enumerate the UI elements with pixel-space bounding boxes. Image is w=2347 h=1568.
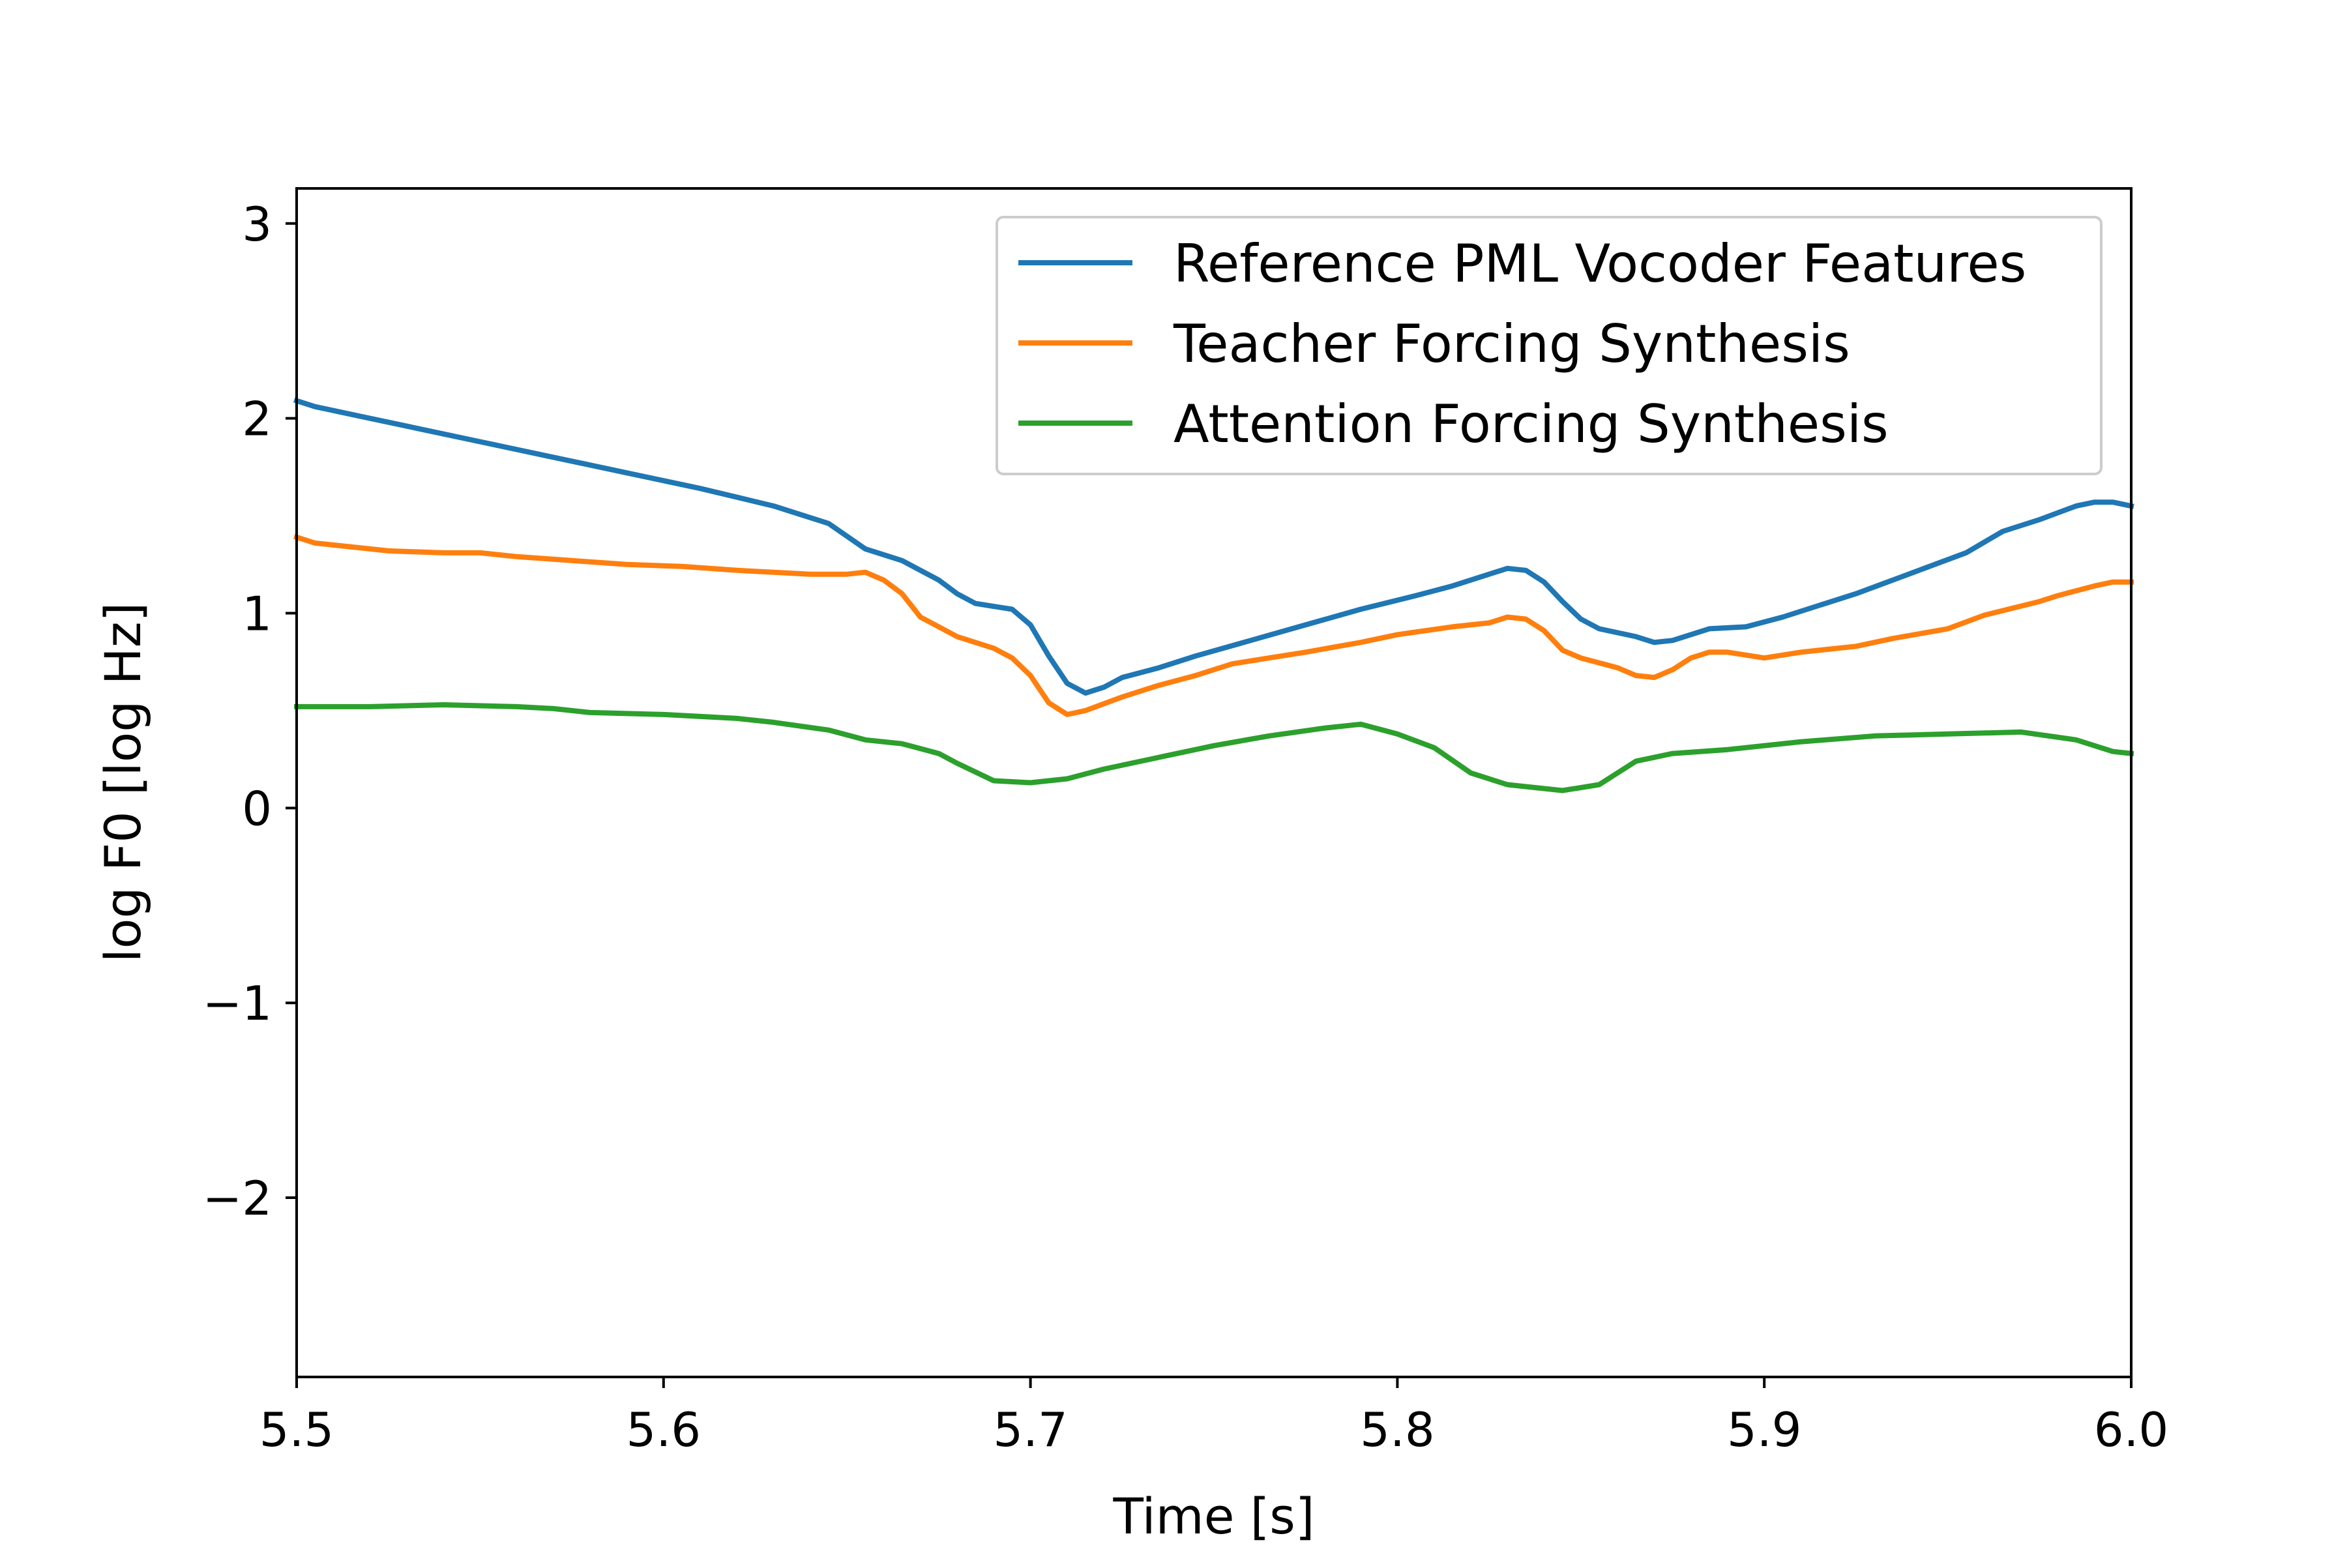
y-tick-label: −2 — [203, 1171, 272, 1226]
x-axis-label: Time [s] — [1112, 1487, 1314, 1545]
y-tick-label: 3 — [242, 197, 272, 252]
y-tick-label: −1 — [203, 976, 272, 1031]
x-tick-label: 5.6 — [627, 1402, 701, 1457]
x-ticks: 5.5 5.6 5.7 5.8 5.9 6.0 — [259, 1377, 2169, 1457]
x-tick-label: 5.9 — [1727, 1402, 1802, 1457]
series-line-3 — [294, 702, 2134, 793]
legend: Reference PML Vocoder Features Teacher Fo… — [996, 216, 2103, 475]
x-tick-label: 5.7 — [993, 1402, 1068, 1457]
series-line-1 — [293, 397, 2134, 696]
legend-label-3: Attention Forcing Synthesis — [1174, 394, 1889, 454]
legend-label-1: Reference PML Vocoder Features — [1174, 233, 2026, 294]
x-tick-label: 5.8 — [1360, 1402, 1435, 1457]
x-tick-label: 5.5 — [259, 1402, 334, 1457]
y-axis-label: log F0 [log Hz] — [94, 602, 152, 963]
y-tick-label: 2 — [242, 392, 272, 447]
y-tick-label: 1 — [242, 586, 272, 641]
plot-frame — [295, 187, 2133, 1378]
series-group — [293, 397, 2134, 793]
legend-label-2: Teacher Forcing Synthesis — [1173, 314, 1850, 374]
legend-box — [996, 216, 2103, 475]
x-tick-label: 6.0 — [2094, 1402, 2169, 1457]
y-ticks: −2 −1 0 1 2 3 — [203, 197, 297, 1226]
series-line-2 — [293, 533, 2134, 717]
y-tick-label: 0 — [242, 781, 272, 836]
